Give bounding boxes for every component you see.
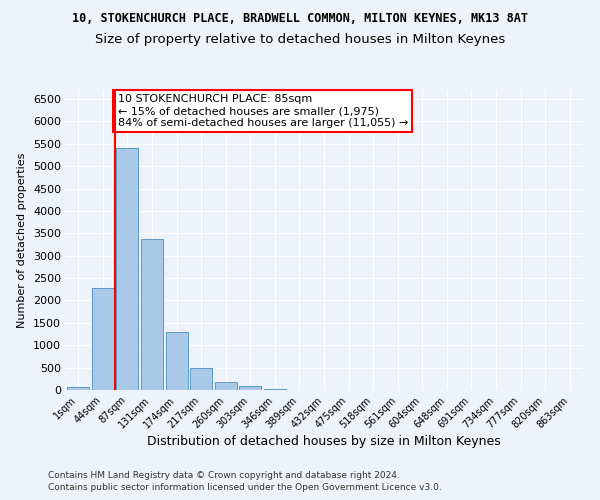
- Text: 10 STOKENCHURCH PLACE: 85sqm
← 15% of detached houses are smaller (1,975)
84% of: 10 STOKENCHURCH PLACE: 85sqm ← 15% of de…: [118, 94, 408, 128]
- Bar: [264, 388, 286, 390]
- X-axis label: Distribution of detached houses by size in Milton Keynes: Distribution of detached houses by size …: [147, 436, 501, 448]
- Text: Size of property relative to detached houses in Milton Keynes: Size of property relative to detached ho…: [95, 32, 505, 46]
- Bar: [190, 368, 212, 390]
- Bar: [166, 332, 188, 390]
- Bar: [215, 382, 237, 390]
- Text: Contains HM Land Registry data © Crown copyright and database right 2024.: Contains HM Land Registry data © Crown c…: [48, 471, 400, 480]
- Bar: [67, 386, 89, 390]
- Bar: [116, 148, 139, 390]
- Bar: [141, 238, 163, 390]
- Bar: [92, 288, 114, 390]
- Text: Contains public sector information licensed under the Open Government Licence v3: Contains public sector information licen…: [48, 484, 442, 492]
- Text: 10, STOKENCHURCH PLACE, BRADWELL COMMON, MILTON KEYNES, MK13 8AT: 10, STOKENCHURCH PLACE, BRADWELL COMMON,…: [72, 12, 528, 26]
- Y-axis label: Number of detached properties: Number of detached properties: [17, 152, 28, 328]
- Bar: [239, 386, 262, 390]
